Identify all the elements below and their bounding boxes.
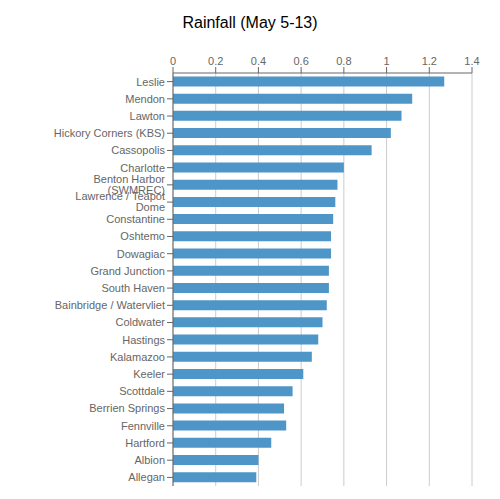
svg-text:Grand Junction: Grand Junction <box>90 265 165 277</box>
svg-text:0.8: 0.8 <box>336 55 351 67</box>
svg-text:Mendon: Mendon <box>125 93 165 105</box>
svg-text:1: 1 <box>384 55 390 67</box>
svg-text:Charlotte: Charlotte <box>120 162 165 174</box>
svg-text:Leslie: Leslie <box>136 76 165 88</box>
svg-text:Bainbridge / Watervliet: Bainbridge / Watervliet <box>55 299 165 311</box>
svg-text:Oshtemo: Oshtemo <box>120 230 165 242</box>
svg-text:Dowagiac: Dowagiac <box>117 248 166 260</box>
svg-text:Keeler: Keeler <box>133 368 165 380</box>
svg-text:1.2: 1.2 <box>422 55 437 67</box>
svg-text:0.2: 0.2 <box>208 55 223 67</box>
svg-text:0.6: 0.6 <box>293 55 308 67</box>
svg-text:Cassopolis: Cassopolis <box>111 144 165 156</box>
svg-text:1.4: 1.4 <box>464 55 479 67</box>
svg-text:Hastings: Hastings <box>122 334 165 346</box>
svg-text:Coldwater: Coldwater <box>115 316 165 328</box>
svg-text:0.4: 0.4 <box>251 55 266 67</box>
svg-text:Albion: Albion <box>134 454 165 466</box>
svg-text:Berrien Springs: Berrien Springs <box>89 402 165 414</box>
svg-text:Hickory Corners (KBS): Hickory Corners (KBS) <box>54 127 165 139</box>
svg-text:South Haven: South Haven <box>101 282 165 294</box>
svg-text:0: 0 <box>170 55 176 67</box>
svg-text:Allegan: Allegan <box>128 471 165 483</box>
svg-text:Lawton: Lawton <box>130 110 165 122</box>
svg-text:Fennville: Fennville <box>121 420 165 432</box>
svg-text:Lawrence / TeapotDome: Lawrence / TeapotDome <box>75 190 165 213</box>
svg-text:Hartford: Hartford <box>125 437 165 449</box>
svg-text:Kalamazoo: Kalamazoo <box>110 351 165 363</box>
svg-text:Constantine: Constantine <box>106 213 165 225</box>
svg-text:Scottdale: Scottdale <box>119 385 165 397</box>
